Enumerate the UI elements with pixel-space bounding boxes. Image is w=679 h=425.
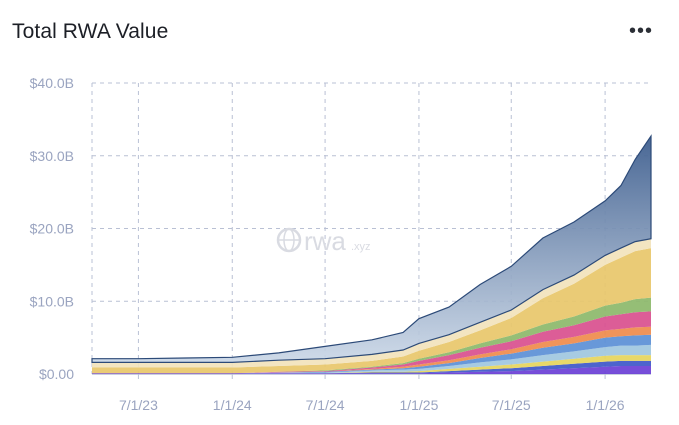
y-tick-label: $20.0B [30,221,74,237]
x-tick-label: 1/1/24 [213,397,252,413]
area-series-0 [92,366,651,374]
x-tick-label: 1/1/25 [399,397,438,413]
area-series-8 [92,248,651,374]
x-tick-label: 7/1/24 [306,397,345,413]
area-series-2 [92,355,651,374]
stacked-areas [91,134,652,374]
x-tick-label: 1/1/26 [586,397,625,413]
x-axis-ticks: 7/1/23 1/1/24 7/1/24 1/1/25 7/1/25 1/1/26 [119,397,625,413]
x-tick-label: 7/1/23 [119,397,158,413]
y-tick-label: $10.0B [30,293,74,309]
y-tick-label: $30.0B [30,148,74,164]
watermark: rwa .xyz [276,226,371,256]
area-series-3 [92,344,651,374]
chart-title: Total RWA Value [12,20,169,43]
watermark-suffix: .xyz [351,241,371,253]
area-series-6 [92,311,651,374]
area-series-1 [92,360,651,374]
more-horizontal-icon[interactable]: ••• [628,20,653,42]
area-series-4 [92,334,651,374]
x-tick-label: 7/1/25 [492,397,531,413]
area-series-10 [91,134,652,363]
y-axis-ticks: $0.00 $10.0B $20.0B $30.0B $40.0B [30,75,75,382]
y-tick-label: $0.00 [39,366,74,382]
watermark-brand: rwa [304,226,346,256]
y-tick-label: $40.0B [30,75,74,91]
